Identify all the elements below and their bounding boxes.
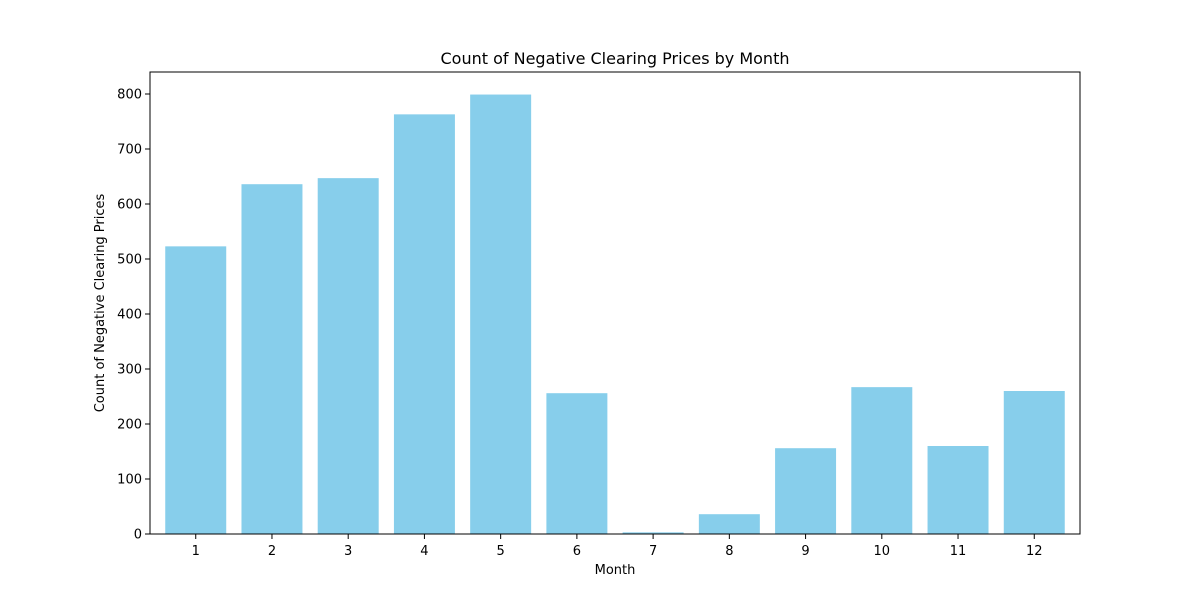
y-tick-label: 500 [117,253,142,268]
x-tick-label: 4 [420,544,428,559]
x-tick-label: 10 [874,544,891,559]
y-axis-ticks: 0 100 200 300 400 500 600 700 800 [117,88,150,543]
bar-month-6 [546,393,608,534]
x-tick-label: 7 [649,544,657,559]
x-tick-label: 5 [497,544,505,559]
bar-month-2 [241,184,303,534]
x-tick-label: 11 [950,544,967,559]
bars-group [165,94,1065,535]
x-tick-label: 8 [725,544,733,559]
bar-month-12 [1003,391,1065,534]
x-axis-ticks: 1 2 3 4 5 6 7 8 9 10 11 12 [192,534,1043,559]
x-tick-label: 6 [573,544,581,559]
bar-month-9 [775,448,837,534]
chart-title: Count of Negative Clearing Prices by Mon… [441,49,790,68]
y-tick-label: 0 [134,528,142,543]
y-tick-label: 600 [117,198,142,213]
bar-month-10 [851,387,913,534]
x-tick-label: 9 [801,544,809,559]
bar-month-1 [165,246,227,534]
x-axis-label: Month [595,563,636,578]
y-tick-label: 400 [117,308,142,323]
x-tick-label: 12 [1026,544,1043,559]
y-tick-label: 100 [117,473,142,488]
y-tick-label: 800 [117,88,142,103]
bar-month-7 [622,532,684,534]
x-tick-label: 2 [268,544,276,559]
y-tick-label: 200 [117,418,142,433]
x-tick-label: 1 [192,544,200,559]
bar-month-3 [317,178,379,534]
bar-month-5 [470,94,532,535]
x-tick-label: 3 [344,544,352,559]
y-axis-label: Count of Negative Clearing Prices [93,193,108,412]
y-tick-label: 700 [117,143,142,158]
bar-month-11 [927,446,989,534]
bar-month-4 [393,114,455,534]
bar-month-8 [698,514,760,534]
y-tick-label: 300 [117,363,142,378]
plot-frame [149,71,1081,535]
